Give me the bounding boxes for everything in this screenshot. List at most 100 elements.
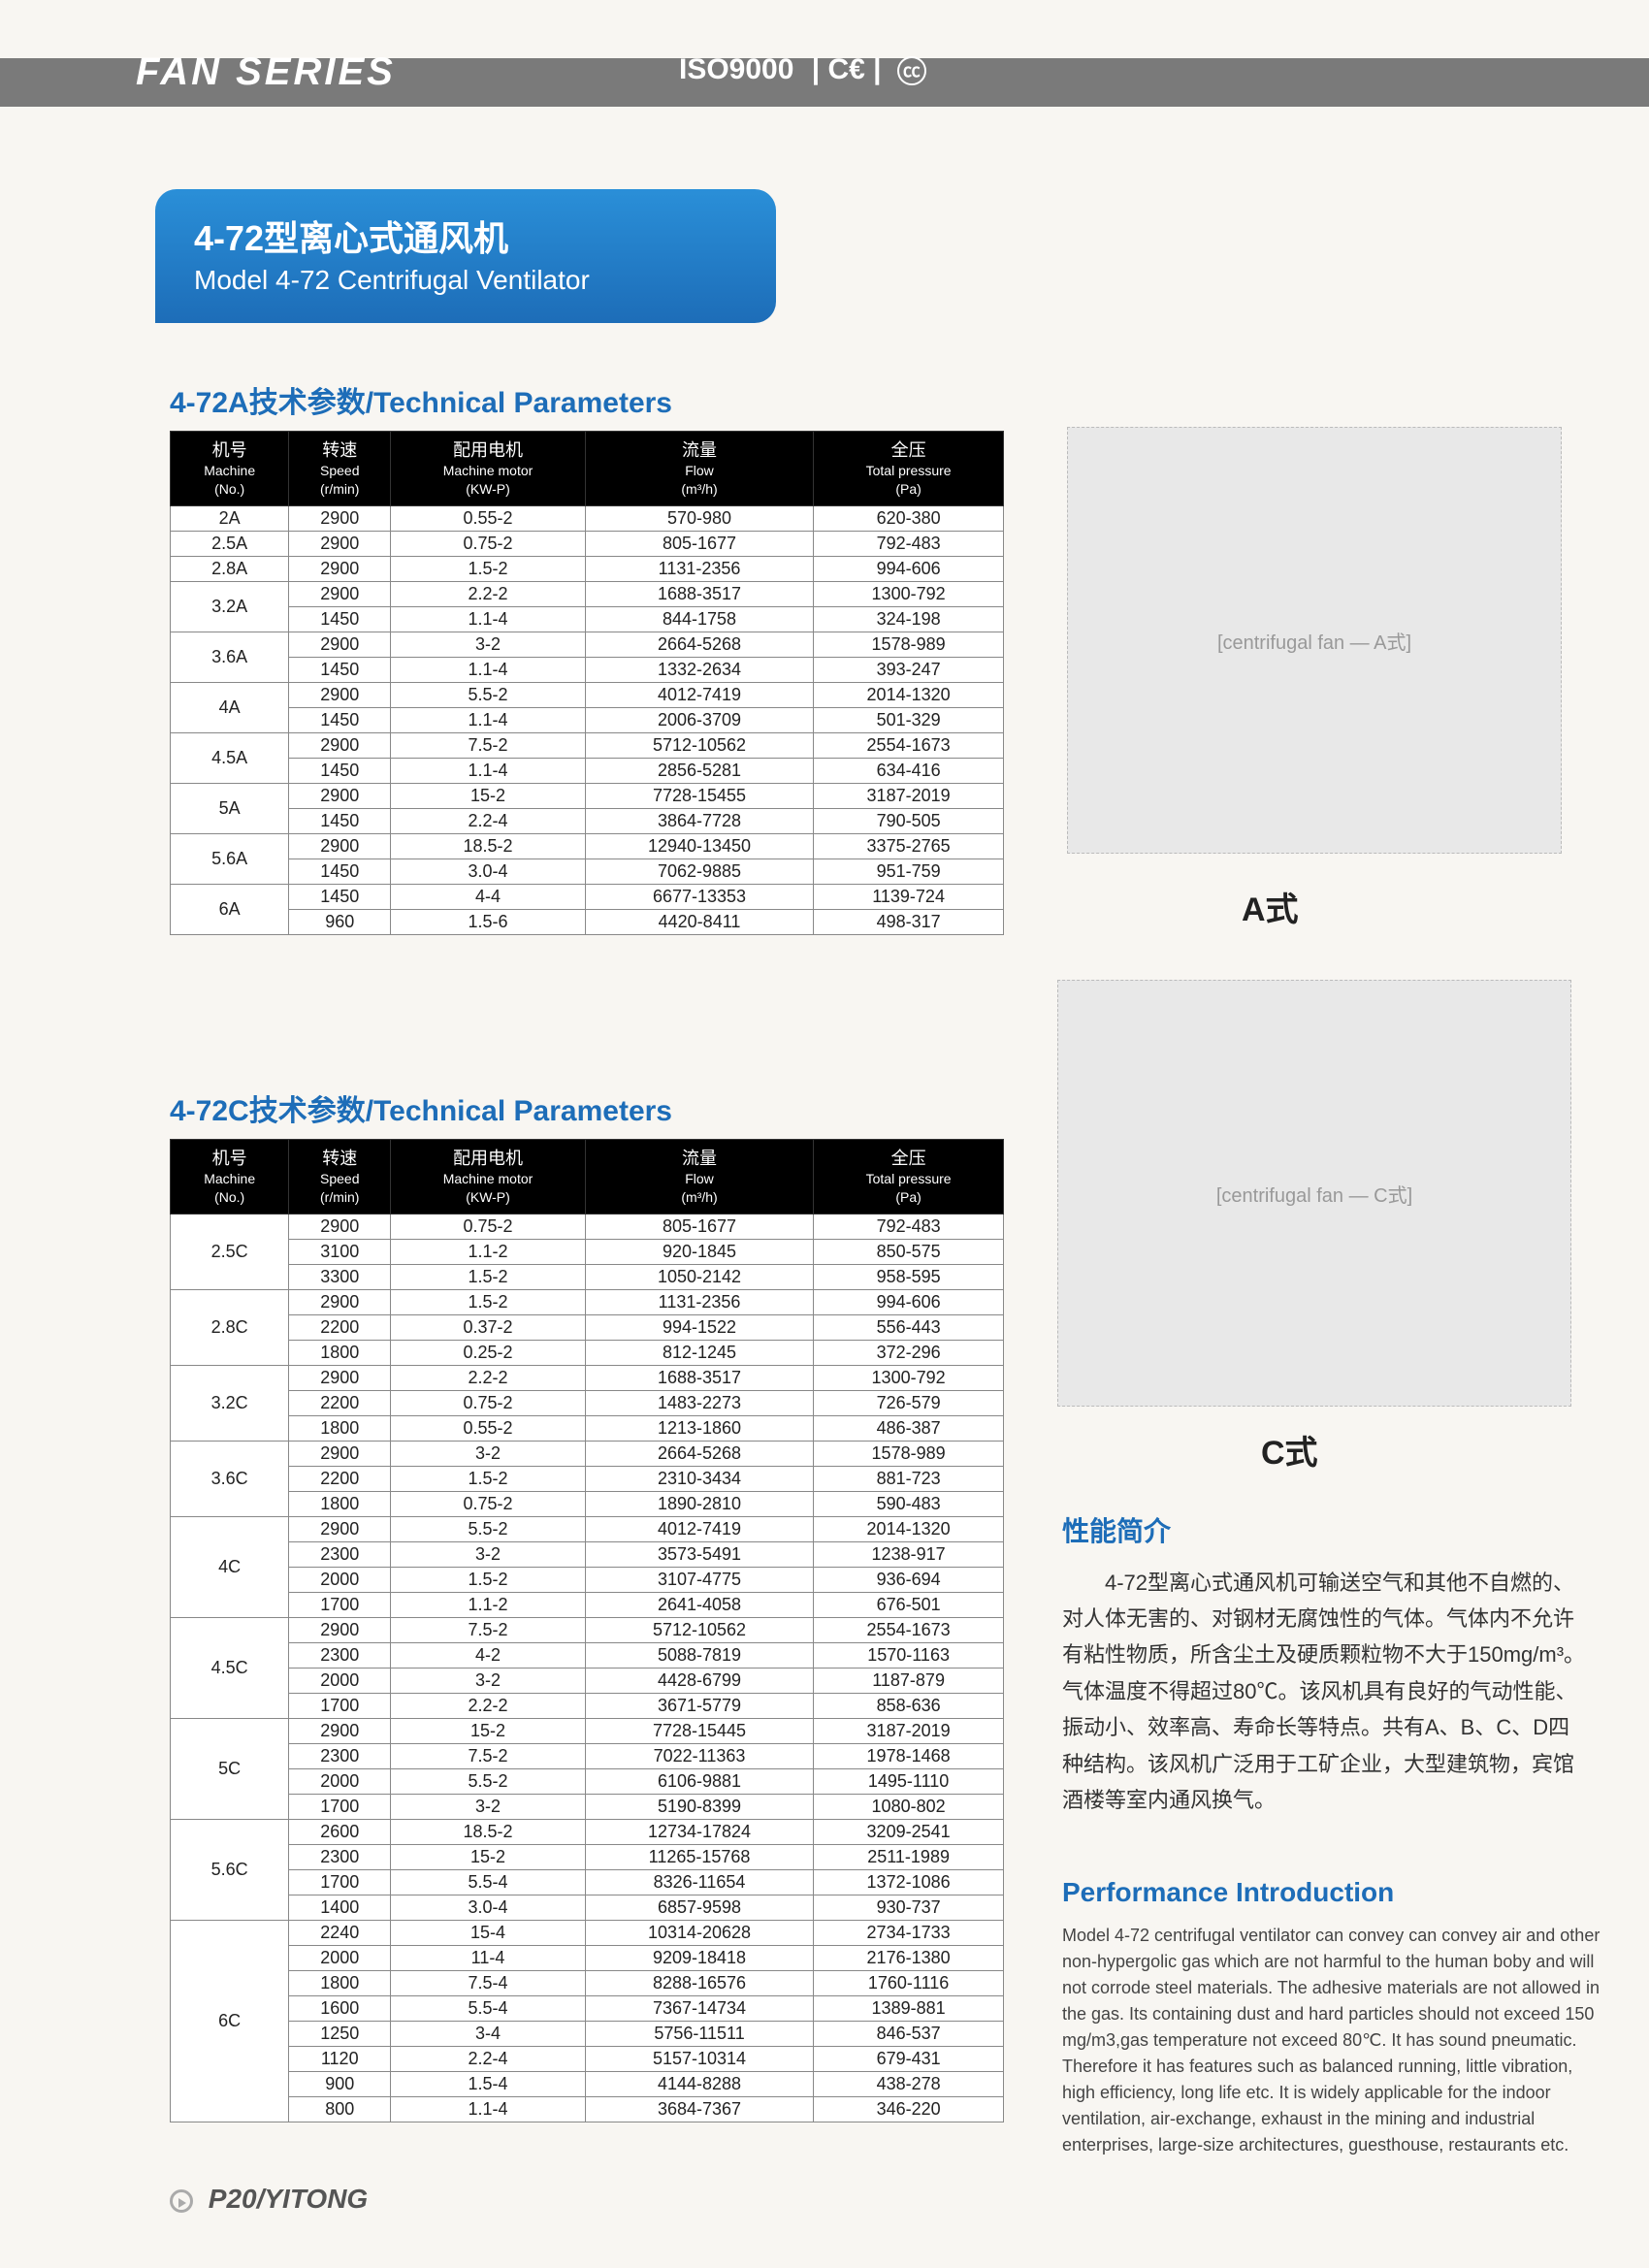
data-cell: 1688-3517 <box>585 581 813 606</box>
table-row: 31001.1-2920-1845850-575 <box>171 1239 1004 1264</box>
table-row: 5.6A290018.5-212940-134503375-2765 <box>171 833 1004 859</box>
data-cell: 4420-8411 <box>585 909 813 934</box>
data-cell: 7.5-4 <box>391 1970 586 1995</box>
data-cell: 1450 <box>289 606 391 632</box>
data-cell: 12734-17824 <box>585 1819 813 1844</box>
data-cell: 1578-989 <box>814 1441 1004 1466</box>
table-header: 机号Machine(No.) <box>171 432 289 506</box>
data-cell: 2000 <box>289 1567 391 1592</box>
data-cell: 3-2 <box>391 1541 586 1567</box>
table-c-caption: 4-72C技术参数/Technical Parameters <box>170 1086 1004 1129</box>
data-cell: 2641-4058 <box>585 1592 813 1617</box>
data-cell: 2554-1673 <box>814 1617 1004 1642</box>
machine-no-cell: 5.6C <box>171 1819 289 1920</box>
data-cell: 1450 <box>289 758 391 783</box>
data-cell: 7.5-2 <box>391 1743 586 1768</box>
table-row: 200011-49209-184182176-1380 <box>171 1945 1004 1970</box>
data-cell: 1600 <box>289 1995 391 2021</box>
data-cell: 3-2 <box>391 632 586 657</box>
perf-en-body: Model 4-72 centrifugal ventilator can co… <box>1062 1923 1600 2158</box>
data-cell: 1213-1860 <box>585 1415 813 1441</box>
machine-no-cell: 4C <box>171 1516 289 1617</box>
data-cell: 858-636 <box>814 1693 1004 1718</box>
data-cell: 1570-1163 <box>814 1642 1004 1668</box>
table-row: 2A29000.55-2570-980620-380 <box>171 505 1004 531</box>
machine-no-cell: 3.2A <box>171 581 289 632</box>
data-cell: 0.75-2 <box>391 1214 586 1239</box>
machine-no-cell: 3.2C <box>171 1365 289 1441</box>
data-cell: 2900 <box>289 783 391 808</box>
data-cell: 4-4 <box>391 884 586 909</box>
data-cell: 1450 <box>289 808 391 833</box>
data-cell: 1300-792 <box>814 581 1004 606</box>
footer-text: P20/YITONG <box>209 2184 368 2214</box>
data-cell: 3684-7367 <box>585 2096 813 2122</box>
data-cell: 393-247 <box>814 657 1004 682</box>
data-cell: 2176-1380 <box>814 1945 1004 1970</box>
table-c: 机号Machine(No.)转速Speed(r/min)配用电机Machine … <box>170 1139 1004 2122</box>
data-cell: 1120 <box>289 2046 391 2071</box>
table-row: 14501.1-42856-5281634-416 <box>171 758 1004 783</box>
table-c-section: 4-72C技术参数/Technical Parameters 机号Machine… <box>170 1086 1004 2122</box>
table-header: 配用电机Machine motor(KW-P) <box>391 432 586 506</box>
data-cell: 3573-5491 <box>585 1541 813 1567</box>
data-cell: 1800 <box>289 1340 391 1365</box>
table-row: 5A290015-27728-154553187-2019 <box>171 783 1004 808</box>
data-cell: 2300 <box>289 1743 391 1768</box>
data-cell: 812-1245 <box>585 1340 813 1365</box>
perf-en-heading: Performance Introduction <box>1062 1872 1600 1913</box>
table-row: 4C29005.5-24012-74192014-1320 <box>171 1516 1004 1541</box>
data-cell: 2900 <box>289 531 391 556</box>
data-cell: 2310-3434 <box>585 1466 813 1491</box>
data-cell: 1.1-4 <box>391 707 586 732</box>
table-row: 18000.75-21890-2810590-483 <box>171 1491 1004 1516</box>
table-row: 14501.1-42006-3709501-329 <box>171 707 1004 732</box>
table-row: 5.6C260018.5-212734-178243209-2541 <box>171 1819 1004 1844</box>
image-label-c: C式 <box>1261 1426 1318 1474</box>
data-cell: 590-483 <box>814 1491 1004 1516</box>
machine-no-cell: 2.5A <box>171 531 289 556</box>
data-cell: 3187-2019 <box>814 783 1004 808</box>
data-cell: 2900 <box>289 556 391 581</box>
machine-no-cell: 4.5A <box>171 732 289 783</box>
data-cell: 951-759 <box>814 859 1004 884</box>
title-cn: 4-72型离心式通风机 <box>194 211 718 261</box>
data-cell: 2900 <box>289 1617 391 1642</box>
table-row: 9601.5-64420-8411498-317 <box>171 909 1004 934</box>
data-cell: 0.75-2 <box>391 531 586 556</box>
data-cell: 15-2 <box>391 1718 586 1743</box>
data-cell: 1700 <box>289 1693 391 1718</box>
table-row: 14503.0-47062-9885951-759 <box>171 859 1004 884</box>
page-footer: P20/YITONG <box>170 2184 368 2215</box>
machine-no-cell: 6C <box>171 1920 289 2122</box>
perf-cn-body: 4-72型离心式通风机可输送空气和其他不自燃的、对人体无害的、对钢材无腐蚀性的气… <box>1062 1565 1586 1819</box>
data-cell: 634-416 <box>814 758 1004 783</box>
data-cell: 2900 <box>289 1214 391 1239</box>
data-cell: 3671-5779 <box>585 1693 813 1718</box>
data-cell: 2.2-4 <box>391 808 586 833</box>
data-cell: 679-431 <box>814 2046 1004 2071</box>
data-cell: 486-387 <box>814 1415 1004 1441</box>
table-row: 20003-24428-67991187-879 <box>171 1668 1004 1693</box>
table-header: 转速Speed(r/min) <box>289 1140 391 1215</box>
table-row: 14501.1-4844-1758324-198 <box>171 606 1004 632</box>
data-cell: 3107-4775 <box>585 1567 813 1592</box>
table-row: 8001.1-43684-7367346-220 <box>171 2096 1004 2122</box>
data-cell: 0.75-2 <box>391 1491 586 1516</box>
data-cell: 2900 <box>289 505 391 531</box>
data-cell: 1700 <box>289 1794 391 1819</box>
table-row: 22000.37-2994-1522556-443 <box>171 1314 1004 1340</box>
data-cell: 850-575 <box>814 1239 1004 1264</box>
data-cell: 4428-6799 <box>585 1668 813 1693</box>
perf-cn-heading: 性能简介 <box>1062 1508 1586 1555</box>
data-cell: 7.5-2 <box>391 732 586 758</box>
data-cell: 5088-7819 <box>585 1642 813 1668</box>
data-cell: 1.1-4 <box>391 606 586 632</box>
data-cell: 792-483 <box>814 1214 1004 1239</box>
performance-cn: 性能简介 4-72型离心式通风机可输送空气和其他不自燃的、对人体无害的、对钢材无… <box>1062 1508 1586 1818</box>
data-cell: 2200 <box>289 1466 391 1491</box>
machine-no-cell: 2A <box>171 505 289 531</box>
table-row: 17001.1-22641-4058676-501 <box>171 1592 1004 1617</box>
product-title-bubble: 4-72型离心式通风机 Model 4-72 Centrifugal Venti… <box>155 189 776 323</box>
data-cell: 8326-11654 <box>585 1869 813 1895</box>
